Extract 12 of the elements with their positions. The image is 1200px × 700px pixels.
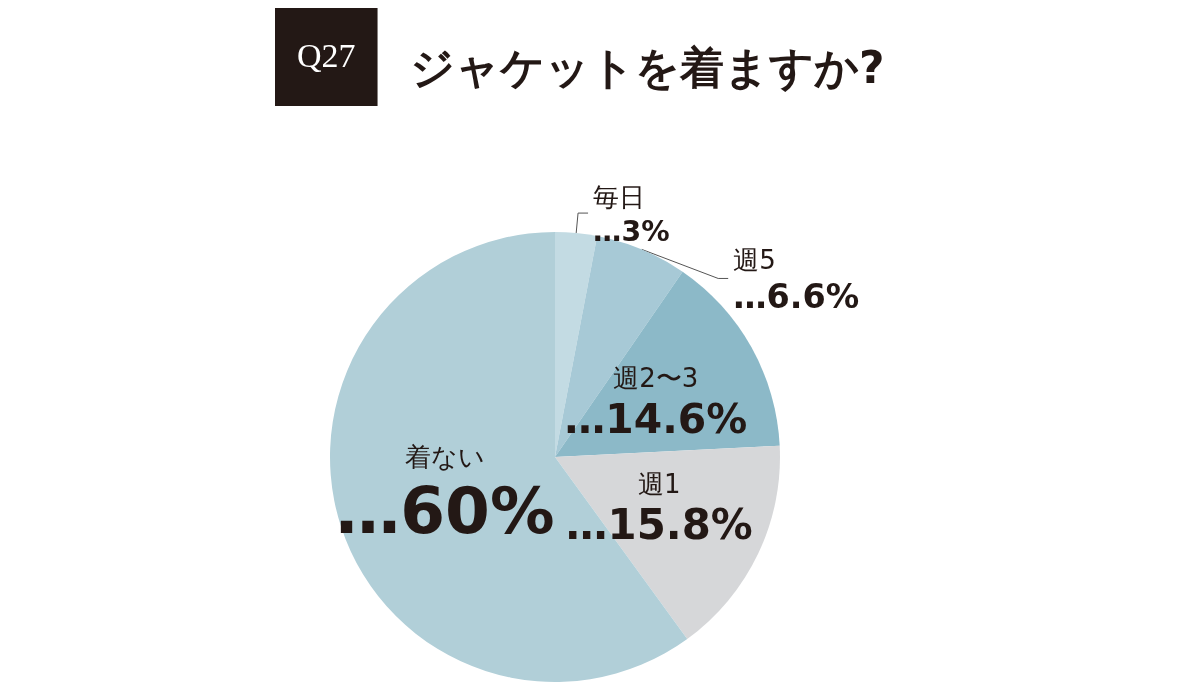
text: Q27 bbox=[297, 36, 356, 74]
data-label: …14.6% bbox=[564, 394, 748, 443]
slice-label: 週2〜3 bbox=[613, 363, 699, 394]
slice-label: 毎日 bbox=[593, 182, 646, 213]
data-label: …3% bbox=[593, 214, 670, 248]
data-label: …60% bbox=[335, 473, 555, 549]
data-label: …6.6% bbox=[733, 276, 860, 316]
slice-label: 週5 bbox=[733, 245, 784, 276]
data-label: …15.8% bbox=[565, 500, 753, 550]
chart-title: ジャケットを着ますか? bbox=[410, 41, 885, 93]
slice-label: 週1 bbox=[637, 468, 681, 499]
slice-label: 着ない bbox=[405, 442, 486, 473]
